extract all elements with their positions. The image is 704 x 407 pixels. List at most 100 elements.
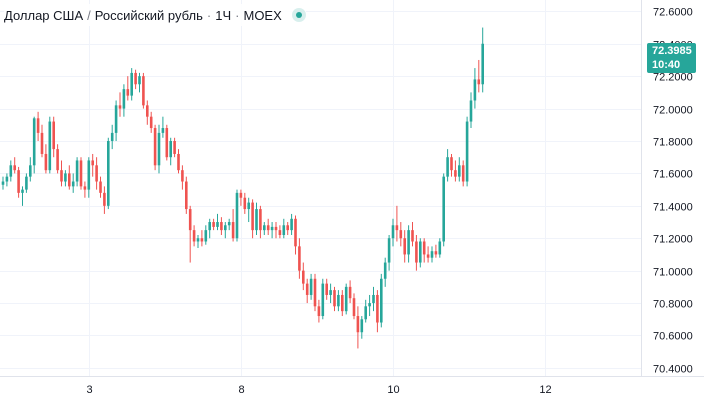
candle-up[interactable] (446, 149, 449, 182)
candle-up[interactable] (372, 286, 375, 312)
candle-down[interactable] (251, 199, 254, 239)
candle-down[interactable] (325, 278, 328, 300)
candle-down[interactable] (259, 205, 262, 239)
candle-up[interactable] (442, 173, 445, 247)
candle-down[interactable] (126, 76, 130, 101)
candle-down[interactable] (274, 222, 278, 239)
candle-down[interactable] (313, 273, 317, 312)
candle-up[interactable] (247, 197, 250, 223)
candle-up[interactable] (469, 92, 473, 129)
candle-down[interactable] (165, 124, 169, 161)
candle-up[interactable] (473, 68, 477, 109)
candle-down[interactable] (305, 278, 309, 304)
candle-down[interactable] (231, 209, 235, 242)
candle-up[interactable] (380, 273, 383, 328)
candle-up[interactable] (32, 116, 36, 174)
candle-down[interactable] (461, 160, 465, 187)
candle-up[interactable] (481, 27, 484, 93)
candle-up[interactable] (216, 213, 219, 231)
candle-up[interactable] (387, 235, 391, 271)
candle-up[interactable] (344, 283, 348, 315)
candle-down[interactable] (149, 111, 153, 133)
candle-down[interactable] (192, 225, 196, 247)
candle-up[interactable] (270, 222, 274, 239)
quote-currency[interactable]: Российский рубль (94, 7, 203, 23)
candle-down[interactable] (454, 160, 457, 182)
candle-down[interactable] (200, 230, 204, 247)
symbol-name[interactable]: Доллар США (4, 7, 84, 23)
candle-down[interactable] (181, 165, 184, 190)
candle-down[interactable] (146, 100, 149, 125)
candle-down[interactable] (395, 205, 399, 242)
candle-down[interactable] (95, 157, 98, 190)
candle-up[interactable] (329, 283, 332, 304)
candle-down[interactable] (36, 111, 40, 141)
candle-up[interactable] (138, 72, 141, 93)
candle-up[interactable] (224, 222, 227, 239)
candle-down[interactable] (99, 176, 102, 198)
candle-down[interactable] (220, 217, 223, 235)
candle-down[interactable] (17, 166, 20, 198)
candle-down[interactable] (450, 153, 453, 177)
candle-up[interactable] (255, 202, 258, 235)
candle-down[interactable] (434, 244, 438, 258)
candle-down[interactable] (422, 238, 426, 263)
candle-up[interactable] (263, 222, 266, 235)
candle-up[interactable] (25, 173, 28, 193)
candle-up[interactable] (282, 218, 286, 239)
candle-down[interactable] (56, 144, 59, 174)
candle-down[interactable] (142, 72, 145, 109)
candle-down[interactable] (134, 69, 137, 90)
candle-down[interactable] (60, 160, 63, 187)
candle-up[interactable] (309, 273, 313, 300)
candle-down[interactable] (243, 192, 247, 214)
candle-down[interactable] (403, 230, 406, 263)
candle-down[interactable] (173, 137, 176, 158)
candle-up[interactable] (290, 213, 293, 235)
candle-up[interactable] (75, 157, 79, 187)
candle-down[interactable] (294, 215, 297, 255)
candle-down[interactable] (153, 124, 157, 171)
candle-down[interactable] (477, 59, 481, 93)
candle-up[interactable] (208, 218, 211, 239)
candle-up[interactable] (407, 225, 410, 263)
candle-down[interactable] (103, 186, 106, 214)
candle-down[interactable] (426, 246, 430, 263)
candle-down[interactable] (91, 153, 94, 177)
candle-up[interactable] (64, 170, 67, 187)
candle-up[interactable] (107, 137, 110, 210)
candle-down[interactable] (52, 116, 55, 158)
candle-up[interactable] (235, 189, 239, 242)
candle-up[interactable] (196, 235, 200, 248)
candle-up[interactable] (368, 294, 371, 317)
candle-up[interactable] (391, 218, 395, 247)
candle-down[interactable] (118, 92, 122, 117)
candle-up[interactable] (383, 257, 387, 287)
candle-down[interactable] (411, 222, 414, 247)
time-axis[interactable]: 3 8 10 12 (86, 384, 551, 396)
candle-up[interactable] (87, 157, 91, 198)
candles[interactable] (0, 27, 641, 349)
candle-up[interactable] (122, 84, 126, 117)
candle-down[interactable] (185, 176, 188, 214)
candle-up[interactable] (130, 68, 133, 101)
candle-up[interactable] (458, 157, 461, 182)
exchange-label[interactable]: MOEX (243, 7, 282, 23)
candle-up[interactable] (438, 238, 442, 258)
candle-down[interactable] (333, 286, 336, 312)
candle-up[interactable] (5, 173, 9, 187)
candle-up[interactable] (430, 246, 434, 263)
candle-down[interactable] (352, 293, 356, 320)
candle-up[interactable] (465, 116, 469, 187)
candle-up[interactable] (161, 116, 165, 138)
candle-up[interactable] (364, 299, 367, 323)
candle-up[interactable] (1, 176, 5, 190)
candle-down[interactable] (40, 124, 44, 158)
candle-down[interactable] (44, 144, 48, 174)
candle-down[interactable] (298, 238, 301, 279)
candle-down[interactable] (341, 290, 344, 317)
candle-up[interactable] (29, 157, 32, 182)
candle-down[interactable] (376, 290, 379, 333)
candle-down[interactable] (188, 205, 192, 263)
